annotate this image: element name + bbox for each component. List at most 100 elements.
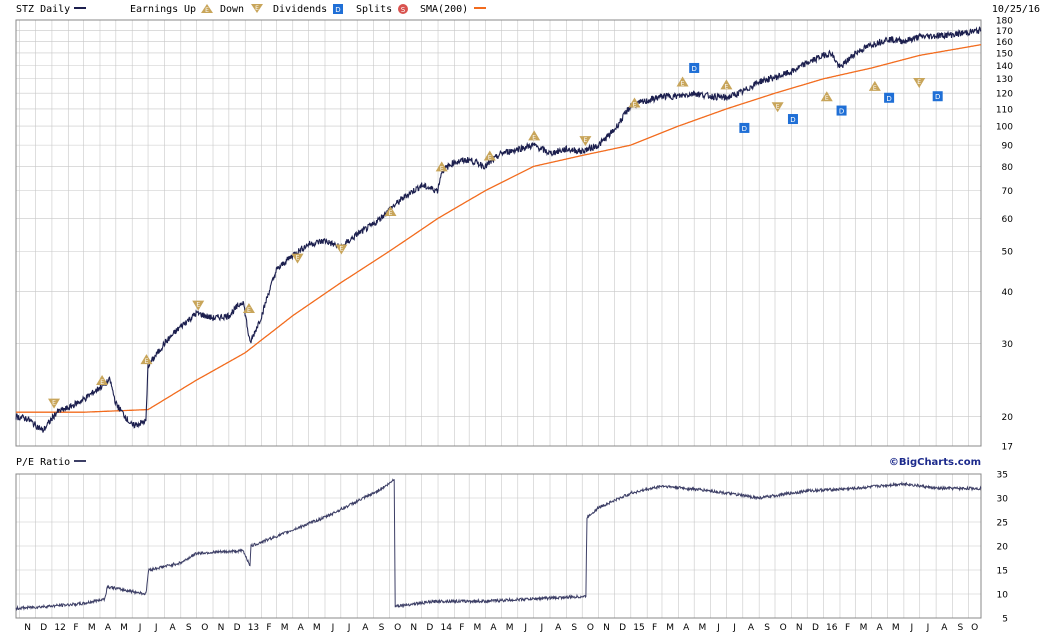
price-y-tick-label: 90: [1002, 142, 1014, 152]
x-tick-label: A: [362, 623, 369, 633]
x-tick-label: J: [154, 623, 158, 633]
svg-text:E: E: [873, 85, 877, 92]
x-tick-label: J: [732, 623, 736, 633]
price-y-tick-label: 80: [1002, 163, 1014, 173]
x-tick-label: M: [892, 623, 900, 633]
svg-text:E: E: [389, 210, 393, 217]
x-tick-label: N: [796, 623, 803, 633]
earnings-up-marker[interactable]: E: [384, 205, 397, 217]
earnings-up-marker[interactable]: E: [720, 79, 733, 90]
dividend-marker[interactable]: D: [689, 62, 700, 73]
svg-text:E: E: [255, 5, 259, 12]
x-tick-label: M: [506, 623, 514, 633]
earnings-up-marker[interactable]: E: [242, 303, 255, 314]
svg-text:E: E: [532, 134, 536, 141]
pe-y-tick-label: 35: [997, 471, 1008, 481]
earnings-down-marker[interactable]: E: [913, 77, 926, 88]
x-tick-label: A: [170, 623, 177, 633]
svg-text:E: E: [440, 165, 444, 172]
earnings-up-marker[interactable]: E: [435, 161, 448, 172]
x-tick-label: M: [88, 623, 96, 633]
x-tick-label: M: [120, 623, 128, 633]
earnings-up-marker[interactable]: E: [483, 150, 496, 161]
x-tick-label: D: [234, 623, 241, 633]
earnings-up-marker[interactable]: E: [140, 354, 153, 365]
x-tick-label: J: [347, 623, 351, 633]
dividend-marker[interactable]: D: [739, 122, 750, 133]
x-tick-label: M: [281, 623, 289, 633]
pe-y-tick-label: 5: [1002, 615, 1008, 625]
price-line: [15, 26, 982, 433]
triangle-down-icon: E: [251, 4, 263, 13]
x-tick-label: J: [523, 623, 527, 633]
x-tick-label: M: [313, 623, 321, 633]
pe-panel-frame: [15, 473, 982, 619]
svg-text:D: D: [839, 108, 844, 116]
x-tick-label: D: [812, 623, 819, 633]
earnings-up-marker[interactable]: E: [676, 76, 689, 88]
earnings-up-marker[interactable]: E: [628, 97, 641, 108]
earnings-up-marker[interactable]: E: [96, 375, 109, 386]
earnings-up-marker[interactable]: E: [820, 91, 833, 102]
svg-text:E: E: [633, 101, 637, 108]
x-tick-label: O: [201, 623, 208, 633]
svg-text:S: S: [401, 6, 406, 14]
x-tick-label: S: [764, 623, 770, 633]
x-tick-label: F: [266, 623, 271, 633]
sma-label: SMA(200): [420, 4, 468, 15]
svg-text:E: E: [339, 245, 343, 252]
svg-text:E: E: [583, 137, 587, 144]
x-tick-label: A: [877, 623, 884, 633]
x-tick-label: A: [748, 623, 755, 633]
pe-y-tick-label: 10: [997, 591, 1009, 601]
svg-text:E: E: [52, 400, 56, 407]
earnings-up-marker[interactable]: E: [528, 130, 541, 141]
price-y-axis: 1720304050607080901001101201301401501601…: [996, 17, 1013, 453]
x-tick-label: J: [909, 623, 913, 633]
earnings-down-marker[interactable]: E: [291, 253, 304, 264]
earnings-down-marker[interactable]: E: [48, 398, 61, 409]
svg-text:E: E: [917, 79, 921, 86]
x-tick-label: N: [410, 623, 417, 633]
x-tick-label: S: [379, 623, 385, 633]
earnings-down-marker[interactable]: E: [335, 244, 348, 255]
dividend-marker[interactable]: D: [884, 92, 895, 103]
earnings-down-label: Down: [220, 4, 244, 15]
x-tick-label: 13: [248, 623, 259, 633]
x-tick-label: D: [619, 623, 626, 633]
svg-text:E: E: [681, 81, 685, 88]
x-tick-label: S: [571, 623, 577, 633]
x-tick-label: 15: [633, 623, 644, 633]
dividends-label: Dividends: [273, 4, 327, 15]
x-tick-label: N: [24, 623, 31, 633]
x-tick-label: 14: [440, 623, 452, 633]
svg-text:D: D: [691, 65, 696, 73]
dividend-square-icon: D: [333, 4, 343, 14]
dividend-marker[interactable]: D: [932, 91, 943, 102]
event-markers: E E E E E E E E E E E E E E E E E E E D D D D D D: [48, 62, 943, 409]
x-tick-label: N: [603, 623, 610, 633]
svg-text:D: D: [335, 6, 340, 14]
pe-grid: [16, 473, 981, 619]
svg-text:E: E: [488, 154, 492, 161]
earnings-down-marker[interactable]: E: [579, 136, 592, 147]
x-tick-label: A: [298, 623, 305, 633]
earnings-up-marker[interactable]: E: [868, 80, 881, 92]
svg-text:E: E: [776, 103, 780, 110]
x-tick-label: J: [539, 623, 543, 633]
svg-text:D: D: [742, 125, 747, 133]
x-tick-label: O: [971, 623, 978, 633]
x-tick-label: F: [459, 623, 464, 633]
price-y-tick-label: 120: [996, 90, 1013, 100]
svg-text:D: D: [935, 93, 940, 101]
sma-layer: [16, 44, 982, 413]
pe-y-tick-label: 20: [997, 543, 1009, 553]
svg-text:E: E: [100, 379, 104, 386]
price-y-tick-label: 130: [996, 75, 1013, 85]
dividend-marker[interactable]: D: [836, 105, 847, 116]
earnings-down-marker[interactable]: E: [192, 300, 205, 311]
earnings-down-marker[interactable]: E: [771, 102, 784, 113]
price-y-tick-label: 17: [1002, 443, 1013, 453]
price-y-tick-label: 50: [1002, 248, 1014, 258]
dividend-marker[interactable]: D: [787, 114, 798, 125]
